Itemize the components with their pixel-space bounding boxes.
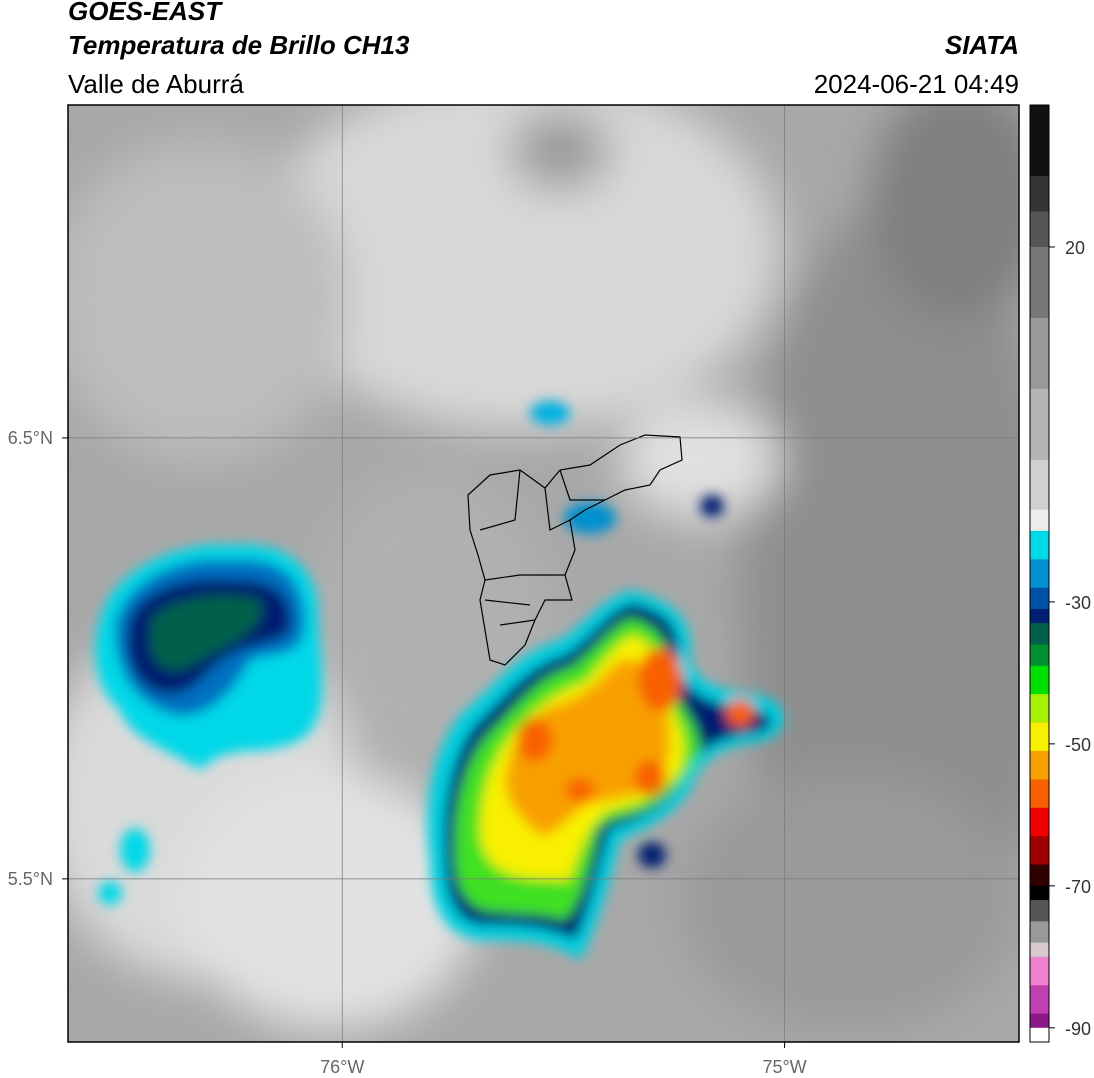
colorbar-segment xyxy=(1030,459,1049,511)
source: SIATA xyxy=(945,30,1019,60)
colorbar-segment xyxy=(1030,623,1049,645)
colorbar-segment xyxy=(1030,750,1049,780)
map-frame xyxy=(67,104,1020,1043)
colorbar-segment xyxy=(1030,722,1049,752)
colorbar-segment xyxy=(1030,211,1049,248)
colorbar-segment xyxy=(1030,587,1049,610)
colorbar-segment xyxy=(1030,694,1049,724)
region: Valle de Aburrá xyxy=(68,69,244,99)
colorbar-segment xyxy=(1030,921,1049,944)
colorbar-segment xyxy=(1030,388,1049,461)
x-tick-label: 75°W xyxy=(762,1057,806,1077)
subtitle: Temperatura de Brillo CH13 xyxy=(68,30,410,60)
y-tick-label: 5.5°N xyxy=(8,869,53,889)
colorbar-segment xyxy=(1030,807,1049,837)
colorbar-frame xyxy=(1029,104,1050,1043)
colorbar-tick-label: 20 xyxy=(1065,238,1085,258)
colorbar-segment xyxy=(1030,317,1049,390)
colorbar-tick-label: -90 xyxy=(1065,1019,1091,1039)
colorbar-segment xyxy=(1030,105,1049,177)
colorbar-tick-label: -70 xyxy=(1065,877,1091,897)
colorbar-segment xyxy=(1030,942,1049,958)
colorbar-segment xyxy=(1030,665,1049,695)
colorbar-segment xyxy=(1030,985,1049,1015)
colorbar-segment xyxy=(1030,530,1049,560)
colorbar-segment xyxy=(1030,885,1049,901)
colorbar-segment xyxy=(1030,644,1049,667)
x-tick-label: 76°W xyxy=(320,1057,364,1077)
colorbar-tick-label: -50 xyxy=(1065,735,1091,755)
colorbar-segment xyxy=(1030,608,1049,624)
colorbar-segment xyxy=(1030,836,1049,866)
colorbar-tick-label: -30 xyxy=(1065,593,1091,613)
colorbar-segment xyxy=(1030,779,1049,809)
colorbar-segment xyxy=(1030,864,1049,887)
y-tick-label: 6.5°N xyxy=(8,428,53,448)
colorbar-segment xyxy=(1030,1013,1049,1029)
colorbar-segment xyxy=(1030,956,1049,986)
satellite-image xyxy=(68,105,1019,1042)
title: GOES-EAST xyxy=(68,0,223,26)
colorbar-segment xyxy=(1030,175,1049,212)
colorbar-segment xyxy=(1030,246,1049,319)
datetime: 2024-06-21 04:49 xyxy=(814,69,1019,99)
colorbar-segment xyxy=(1030,509,1049,532)
colorbar-segment xyxy=(1030,900,1049,922)
colorbar-segment xyxy=(1030,1027,1049,1043)
colorbar-segment xyxy=(1030,559,1049,589)
